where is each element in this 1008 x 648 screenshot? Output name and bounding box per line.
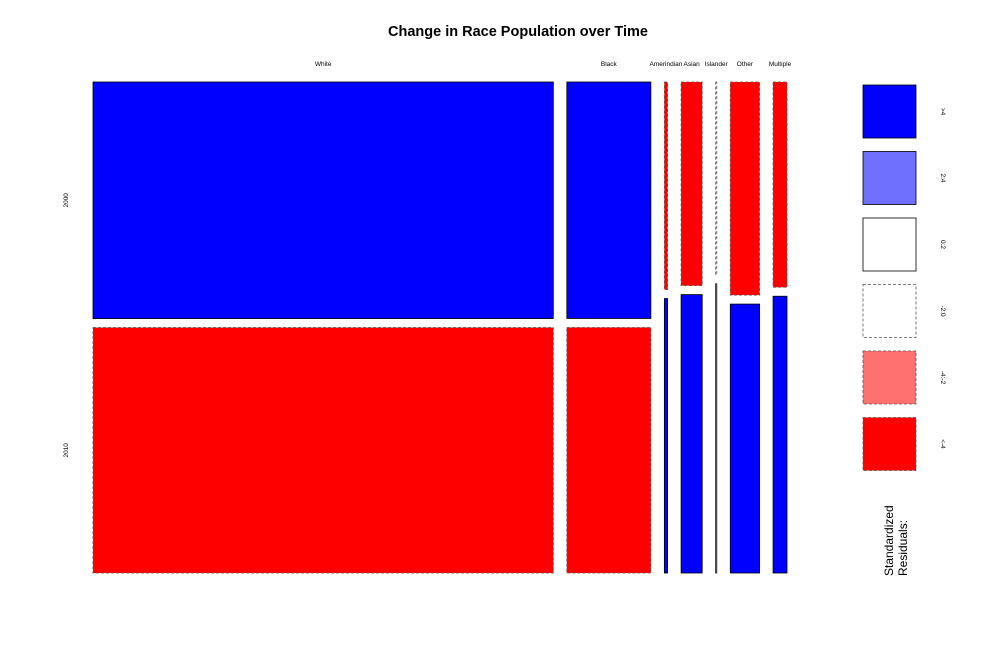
legend-swatch	[862, 84, 917, 139]
tile-asian-2010	[680, 294, 703, 574]
legend-swatch	[862, 217, 917, 272]
legend-swatch	[862, 417, 917, 471]
legend-label: 2:4	[939, 173, 946, 182]
legend-label: >4	[939, 108, 946, 116]
tile-amerindian-2010	[663, 298, 668, 574]
tile-islander-2010	[715, 283, 718, 574]
legend-label: 0:2	[939, 240, 946, 249]
tile-black-2000	[566, 81, 652, 319]
column-label-white: White	[315, 61, 332, 68]
column-label-black: Black	[601, 61, 618, 68]
tile-black-2010	[566, 327, 652, 574]
column-label-other: Other	[737, 61, 754, 68]
tile-white-2010	[92, 327, 554, 574]
legend-swatch	[862, 350, 917, 405]
tile-white-2000	[92, 81, 554, 319]
column-label-islander: Islander	[705, 61, 729, 68]
legend-label: <-4	[939, 439, 946, 449]
column-label-multiple: Multiple	[769, 61, 792, 68]
tile-islander-2000	[715, 81, 718, 276]
column-label-asian: Asian	[684, 61, 701, 68]
chart-title: Change in Race Population over Time	[388, 24, 648, 40]
tile-other-2000	[729, 81, 760, 296]
legend-swatch	[862, 284, 917, 338]
legend-label: -4:-2	[939, 371, 946, 385]
column-label-amerindian: Amerindian	[650, 61, 683, 68]
tile-multiple-2000	[772, 81, 788, 288]
tile-multiple-2010	[772, 295, 788, 574]
tile-asian-2000	[680, 81, 703, 287]
row-labels: 2000 2010	[63, 193, 70, 458]
legend-label: -2:0	[939, 305, 946, 317]
legend: >4 2:4 0:2 -2:0 -4:-2 <-4 Standardized Residu…	[862, 84, 946, 576]
legend-swatch	[862, 151, 917, 205]
tile-other-2010	[729, 303, 760, 574]
column-labels: White Black Amerindian Asian Islander Other Mu…	[315, 61, 792, 68]
row-label-2010: 2010	[63, 443, 70, 458]
legend-title-line2: Residuals:	[896, 520, 910, 576]
mosaic-tiles	[92, 81, 788, 574]
legend-title-line1: Standardized	[882, 505, 896, 576]
tile-amerindian-2000	[663, 81, 668, 290]
row-label-2000: 2000	[63, 193, 70, 208]
